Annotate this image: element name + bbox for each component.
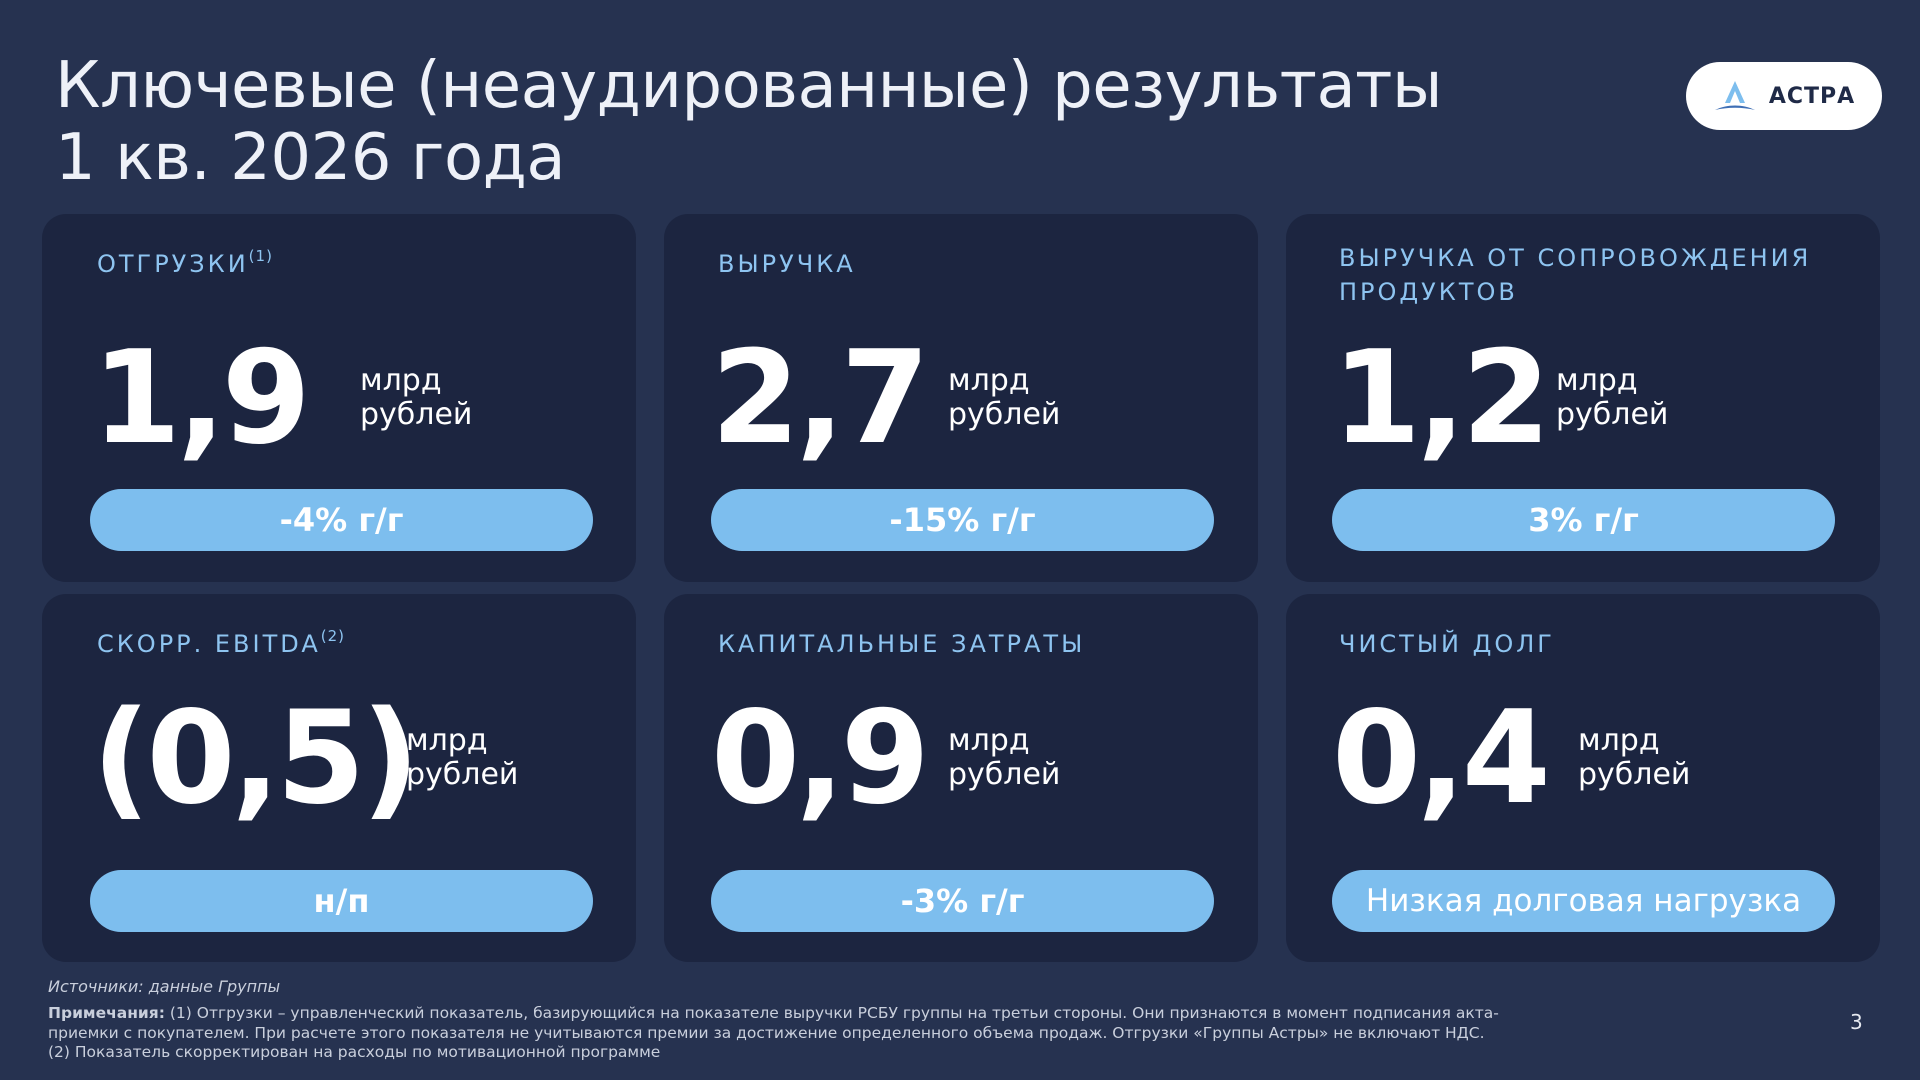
metric-label-text: КАПИТАЛЬНЫЕ ЗАТРАТЫ [718, 630, 1086, 658]
metric-label: ЧИСТЫЙ ДОЛГ [1339, 624, 1839, 658]
metric-unit-line-1: млрд [948, 363, 1030, 398]
metric-unit: млрд рублей [1556, 364, 1668, 432]
metric-card-capex: КАПИТАЛЬНЫЕ ЗАТРАТЫ 0,9 млрд рублей -3% … [664, 594, 1258, 962]
metric-label-text: ОТГРУЗКИ [97, 250, 249, 278]
metric-unit: млрд рублей [948, 724, 1060, 792]
footnote-marker: (2) [320, 627, 345, 645]
metric-card-support-revenue: ВЫРУЧКА ОТ СОПРОВОЖДЕНИЯ ПРОДУКТОВ 1,2 м… [1286, 214, 1880, 582]
metric-label-text: СКОРР. EBITDA [97, 630, 321, 658]
notes-label: Примечания: [48, 1004, 165, 1022]
metric-card-revenue: ВЫРУЧКА 2,7 млрд рублей -15% г/г [664, 214, 1258, 582]
metric-value: 0,4 [1332, 684, 1551, 833]
change-badge: -15% г/г [711, 489, 1214, 551]
logo-text: АСТРА [1768, 83, 1856, 109]
metric-unit-line-1: млрд [1578, 723, 1660, 758]
page-title: Ключевые (неаудированные) результаты 1 к… [55, 50, 1442, 194]
metric-unit: млрд рублей [1578, 724, 1690, 792]
metric-unit-line-1: млрд [948, 723, 1030, 758]
metric-label: ВЫРУЧКА [718, 244, 1218, 278]
metric-value: 0,9 [711, 684, 930, 833]
metric-card-shipments: ОТГРУЗКИ(1) 1,9 млрд рублей -4% г/г [42, 214, 636, 582]
footnote-marker: (1) [248, 247, 273, 265]
astra-logo-icon [1713, 79, 1757, 113]
status-badge: Низкая долговая нагрузка [1332, 870, 1835, 932]
metric-unit-line-1: млрд [406, 723, 488, 758]
metric-label: ОТГРУЗКИ(1) [97, 244, 597, 278]
metric-unit-line-1: млрд [1556, 363, 1638, 398]
change-badge: н/п [90, 870, 593, 932]
footnote-text-1: (1) Отгрузки – управленческий показатель… [169, 1004, 1499, 1022]
metric-card-net-debt: ЧИСТЫЙ ДОЛГ 0,4 млрд рублей Низкая долго… [1286, 594, 1880, 962]
company-logo: АСТРА [1686, 62, 1882, 130]
metric-unit-line-2: рублей [406, 757, 519, 792]
metric-unit-line-2: рублей [948, 397, 1061, 432]
footnote-line-1: Примечания: (1) Отгрузки – управленчески… [48, 1004, 1548, 1024]
metric-label: СКОРР. EBITDA(2) [97, 624, 597, 658]
metric-unit: млрд рублей [360, 364, 472, 432]
title-line-1: Ключевые (неаудированные) результаты [55, 49, 1442, 123]
footnote-line-2: приемки с покупателем. При расчете этого… [48, 1023, 1485, 1042]
metric-unit-line-1: млрд [360, 363, 442, 398]
metric-unit-line-2: рублей [360, 397, 473, 432]
metric-card-adjusted-ebitda: СКОРР. EBITDA(2) (0,5) млрд рублей н/п [42, 594, 636, 962]
metric-value: 1,9 [92, 324, 311, 473]
footnotes: Примечания: (1) Отгрузки – управленчески… [48, 1004, 1548, 1063]
metric-value: 1,2 [1332, 324, 1551, 473]
source-note: Источники: данные Группы [48, 977, 281, 996]
title-line-2: 1 кв. 2026 года [55, 121, 566, 195]
metric-value: (0,5) [92, 684, 420, 833]
metric-label: КАПИТАЛЬНЫЕ ЗАТРАТЫ [718, 624, 1218, 658]
change-badge: 3% г/г [1332, 489, 1835, 551]
metric-unit-line-2: рублей [1578, 757, 1691, 792]
change-badge: -4% г/г [90, 489, 593, 551]
metric-unit-line-2: рублей [948, 757, 1061, 792]
metric-label: ВЫРУЧКА ОТ СОПРОВОЖДЕНИЯ ПРОДУКТОВ [1339, 244, 1839, 306]
metric-unit-line-2: рублей [1556, 397, 1669, 432]
metric-value: 2,7 [711, 324, 930, 473]
change-badge: -3% г/г [711, 870, 1214, 932]
page-number: 3 [1850, 1010, 1863, 1034]
metric-label-text: ЧИСТЫЙ ДОЛГ [1339, 630, 1555, 658]
metric-label-text: ВЫРУЧКА ОТ СОПРОВОЖДЕНИЯ ПРОДУКТОВ [1339, 244, 1812, 306]
metric-label-text: ВЫРУЧКА [718, 250, 856, 278]
metric-unit: млрд рублей [406, 724, 518, 792]
metric-unit: млрд рублей [948, 364, 1060, 432]
footnote-line-3: (2) Показатель скорректирован на расходы… [48, 1043, 661, 1061]
